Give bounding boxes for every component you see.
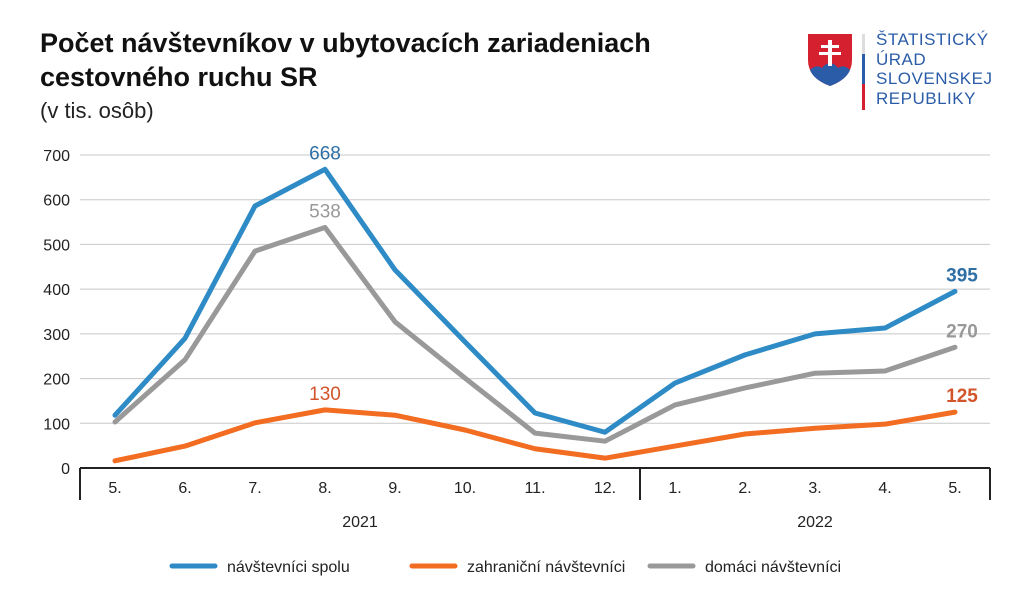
y-tick-label: 600: [43, 193, 70, 210]
year-label: 2022: [797, 514, 833, 531]
y-tick-label: 100: [43, 416, 70, 433]
year-label: 2021: [342, 514, 378, 531]
data-label: 538: [309, 201, 341, 222]
logo-line: ÚRAD: [876, 49, 927, 69]
chart-subtitle: (v tis. osôb): [40, 98, 154, 123]
data-label: 668: [309, 143, 341, 164]
title-line-1: Počet návštevníkov v ubytovacích zariade…: [40, 28, 651, 58]
x-tick-label: 7.: [248, 480, 261, 497]
legend-label: návštevníci spolu: [227, 559, 350, 576]
x-tick-label: 5.: [948, 480, 961, 497]
logo-line: SLOVENSKEJ: [876, 69, 993, 88]
x-tick-label: 10.: [454, 480, 476, 497]
logo-line: REPUBLIKY: [876, 88, 976, 108]
x-tick-label: 9.: [388, 480, 401, 497]
x-tick-label: 12.: [594, 480, 616, 497]
x-tick-label: 11.: [524, 480, 545, 497]
y-tick-label: 0: [61, 461, 70, 478]
y-tick-label: 500: [43, 237, 70, 254]
y-tick-label: 300: [43, 327, 70, 344]
logo-line: ŠTATISTICKÝ: [876, 30, 989, 49]
x-tick-label: 3.: [808, 480, 821, 497]
coat-of-arms-icon: [808, 34, 865, 110]
legend-label: domáci návštevníci: [705, 559, 841, 576]
data-label: 395: [946, 265, 978, 286]
data-label: 130: [309, 384, 341, 405]
title-line-2: cestovného ruchu SR: [40, 62, 318, 92]
logo-text: ŠTATISTICKÝ ÚRAD SLOVENSKEJ REPUBLIKY: [876, 30, 993, 108]
x-tick-label: 4.: [878, 480, 891, 497]
y-tick-label: 700: [43, 148, 70, 165]
legend-label: zahraniční návštevníci: [467, 559, 625, 576]
x-tick-label: 6.: [178, 480, 191, 497]
statistical-office-logo: ŠTATISTICKÝ ÚRAD SLOVENSKEJ REPUBLIKY: [806, 30, 996, 110]
data-label: 270: [946, 321, 978, 342]
y-tick-label: 200: [43, 372, 70, 389]
x-tick-label: 1.: [668, 480, 681, 497]
series-line: [112, 166, 958, 435]
chart-title: Počet návštevníkov v ubytovacích zariade…: [40, 26, 651, 94]
x-tick-label: 5.: [108, 480, 121, 497]
data-label: 125: [946, 386, 978, 407]
y-tick-label: 400: [43, 282, 70, 299]
x-tick-label: 2.: [738, 480, 751, 497]
x-tick-label: 8.: [318, 480, 331, 497]
